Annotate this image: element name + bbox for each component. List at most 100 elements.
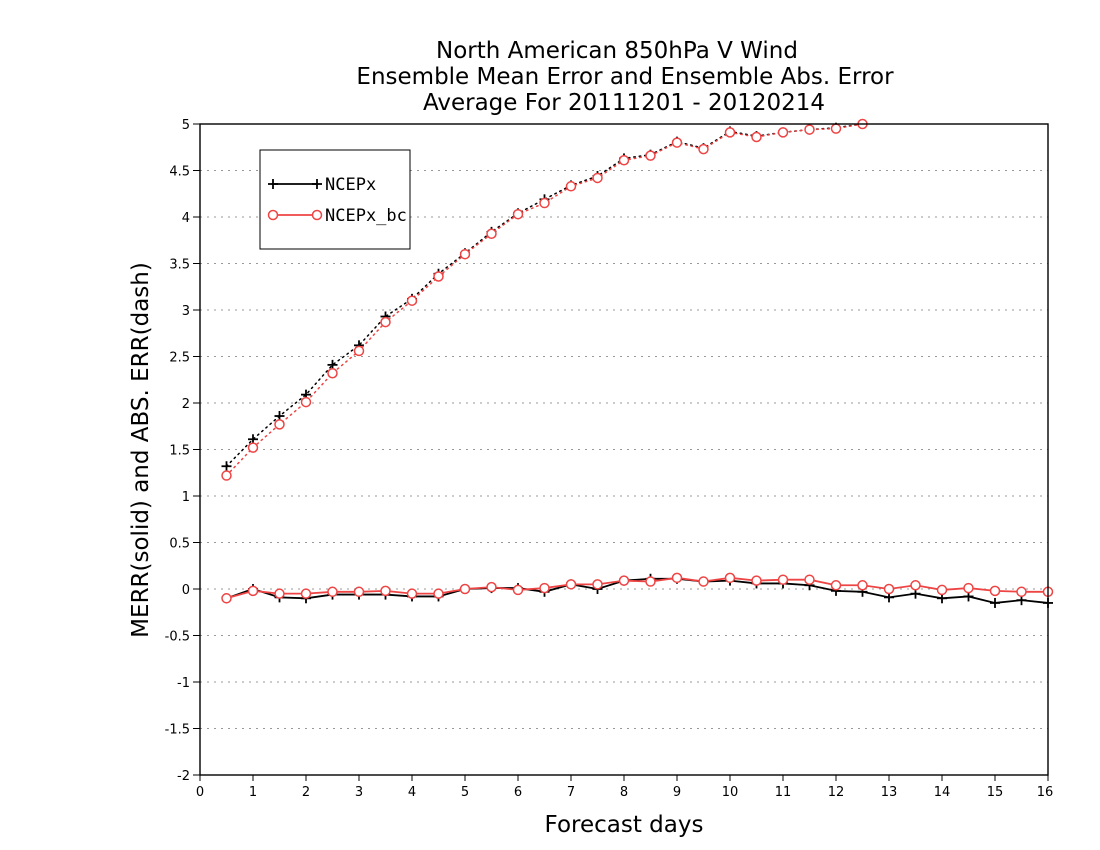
x-tick-label: 13 [881, 785, 898, 800]
abs-error-point [380, 316, 391, 328]
abs-error-point [618, 155, 630, 166]
mean-error-point [698, 576, 709, 587]
x-tick-label: 0 [196, 785, 204, 800]
mean-error-point [247, 585, 259, 597]
x-tick-label: 1 [249, 785, 257, 800]
mean-error-point [883, 583, 895, 595]
y-tick-label: -2 [177, 769, 190, 784]
abs-error-point [300, 396, 312, 408]
y-tick-label: 0 [182, 583, 190, 598]
x-tick-label: 9 [673, 785, 681, 800]
abs-error-point [592, 172, 603, 184]
abs-error-point [565, 181, 577, 192]
legend: NCEPx NCEPx_bc [259, 149, 411, 250]
abs-error-point [247, 442, 259, 453]
y-tick-label: 1 [182, 490, 190, 505]
x-tick-label: 16 [1037, 785, 1054, 800]
abs-error-point [539, 197, 550, 209]
title-line-1: North American 850hPa V Wind [436, 38, 798, 64]
mean-error-point [989, 585, 1001, 597]
abs-error-point [327, 367, 338, 379]
y-tick-label: 4 [182, 211, 190, 226]
mean-error-point [274, 588, 285, 599]
abs-error-point [830, 123, 842, 134]
y-axis-label: MERR(solid) and ABS. ERR(dash) [128, 262, 154, 638]
mean-error-point [327, 586, 338, 598]
abs-error-point [433, 271, 444, 282]
mean-error-point [645, 576, 656, 587]
abs-error-point [459, 248, 471, 260]
abs-error-point [804, 124, 815, 135]
mean-error-point [777, 574, 789, 585]
abs-error-point [671, 137, 683, 148]
abs-error-point [751, 131, 762, 143]
x-tick-label: 10 [722, 785, 739, 800]
y-tick-label: -1 [177, 676, 190, 691]
legend-box [259, 149, 411, 250]
mean-error-point [539, 582, 550, 594]
mean-error-point [963, 582, 974, 594]
mean-error-point [459, 583, 471, 595]
abs-error-point [274, 419, 285, 430]
mean-error-point [910, 580, 921, 591]
x-tick-label: 11 [775, 785, 792, 800]
x-tick-label: 7 [567, 785, 575, 800]
mean-error-point [592, 579, 603, 590]
mean-error-point [724, 572, 736, 584]
legend-marker [311, 209, 323, 221]
abs-error-point [777, 127, 789, 138]
abs-error-point [698, 143, 709, 155]
mean-error-point [433, 588, 444, 599]
mean-error-point [406, 588, 418, 599]
mean-error-point [565, 579, 577, 590]
mean-error-point [221, 593, 232, 604]
legend-label: NCEPx_bc [325, 206, 407, 226]
abs-error-point [724, 127, 736, 138]
mean-error-point [1016, 586, 1027, 598]
mean-error-line [226, 577, 1049, 604]
y-tick-label: 1.5 [169, 444, 190, 459]
mean-error-point [618, 575, 630, 586]
title-line-2: Ensemble Mean Error and Ensemble Abs. Er… [356, 64, 894, 90]
series-group [221, 118, 1054, 608]
mean-error-point [751, 575, 762, 586]
chart-title: North American 850hPa V Wind Ensemble Me… [356, 38, 894, 116]
mean-error-point [380, 585, 391, 597]
abs-error-point [645, 150, 656, 161]
y-tick-label: -0.5 [165, 630, 190, 645]
y-tick-label: 5 [182, 118, 190, 133]
title-line-3: Average For 20111201 - 20120214 [423, 90, 825, 116]
mean-error-point [353, 586, 365, 598]
legend-item: NCEPx_bc [267, 206, 407, 226]
legend-marker [312, 179, 322, 189]
mean-error-point [990, 597, 1000, 608]
mean-error-point [804, 574, 815, 585]
mean-error-point [300, 588, 312, 599]
x-tick-label: 14 [934, 785, 951, 800]
mean-error-point [671, 572, 683, 584]
mean-error-point [936, 584, 948, 596]
mean-error-point [486, 581, 497, 593]
axes: -2-1.5-1-0.500.511.522.533.544.550 1 2 3 4 5 6… [165, 118, 1054, 800]
legend-marker [268, 179, 278, 189]
mean-error-point [830, 580, 842, 591]
mean-error-point [512, 584, 524, 596]
x-tick-label: 5 [461, 785, 469, 800]
abs-error-point [486, 228, 497, 239]
x-tick-label: 8 [620, 785, 628, 800]
y-tick-label: 4.5 [169, 165, 190, 180]
abs-error-point [221, 461, 232, 472]
y-tick-label: -1.5 [165, 723, 190, 738]
y-tick-label: 3 [182, 304, 190, 319]
y-tick-label: 2.5 [169, 351, 190, 366]
legend-item: NCEPx [268, 175, 376, 195]
series-NCEPx_bc [221, 118, 1054, 604]
x-tick-label: 6 [514, 785, 522, 800]
legend-marker [267, 209, 279, 221]
mean-error-point [857, 580, 868, 591]
abs-error-point [353, 345, 365, 357]
grid [200, 170, 1048, 729]
abs-error-point [406, 295, 418, 306]
y-tick-label: 0.5 [169, 537, 190, 552]
